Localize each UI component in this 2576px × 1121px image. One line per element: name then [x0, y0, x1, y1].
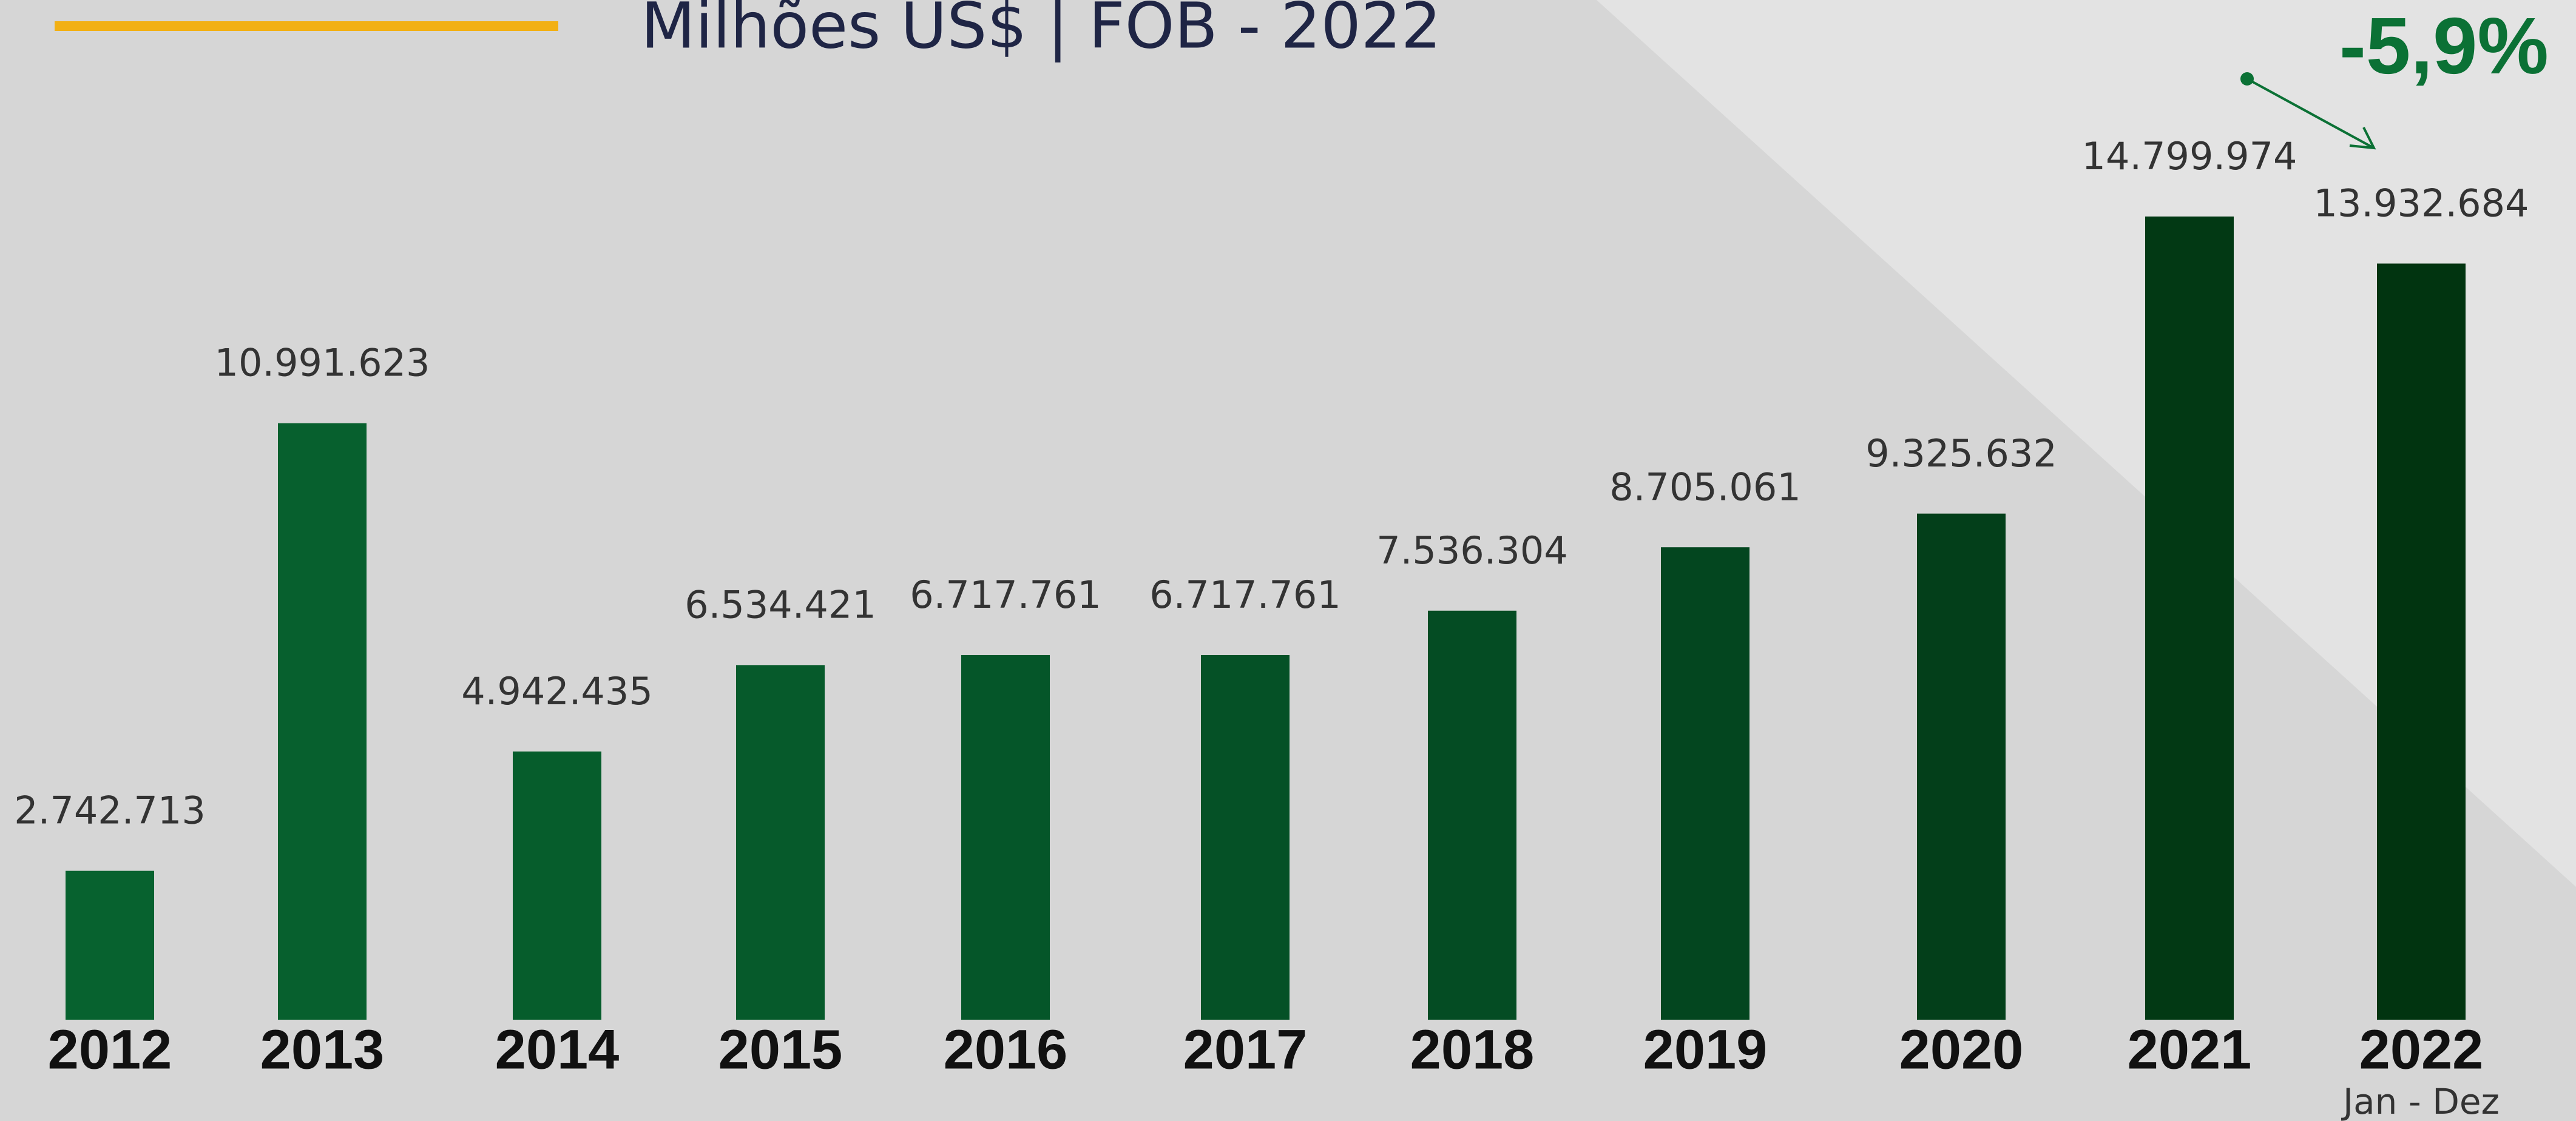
arrow-head — [2349, 127, 2376, 150]
x-tick-label: 2012 — [48, 1018, 172, 1080]
arrow — [2246, 78, 2373, 149]
chart-title: Milhões US$ | FOB - 2022 — [641, 0, 1441, 62]
bar — [2377, 263, 2466, 1020]
bar — [961, 655, 1050, 1020]
bar — [1661, 547, 1749, 1020]
value-label: 6.534.421 — [685, 582, 876, 627]
value-label: 6.717.761 — [1149, 573, 1341, 617]
value-label: 2.742.713 — [14, 789, 206, 833]
bar — [1201, 655, 1290, 1020]
bar — [513, 751, 601, 1020]
annotation: -5,9% — [2339, 1, 2549, 90]
value-label: 6.717.761 — [910, 573, 1101, 617]
x-tick-label: 2019 — [1643, 1018, 1768, 1080]
x-tick-label: 2022 — [2359, 1018, 2484, 1080]
value-label: 10.991.623 — [215, 341, 430, 385]
value-label: 9.325.632 — [1865, 431, 2057, 476]
x-tick-label: 2018 — [1410, 1018, 1535, 1080]
bar — [736, 665, 825, 1020]
value-label: 4.942.435 — [461, 669, 653, 713]
bar — [1917, 513, 2006, 1020]
value-label: 13.932.684 — [2314, 181, 2529, 226]
category-note: Jan - Dez — [2341, 1081, 2500, 1121]
x-tick-label: 2016 — [944, 1018, 1068, 1080]
x-tick-label: 2015 — [718, 1018, 843, 1080]
bar — [278, 423, 367, 1020]
x-tick-label: 2020 — [1899, 1018, 2024, 1080]
value-label: 8.705.061 — [1609, 465, 1801, 509]
x-tick-label: 2021 — [2128, 1018, 2252, 1080]
bar — [1428, 610, 1516, 1020]
value-label: 7.536.304 — [1376, 528, 1568, 573]
x-tick-label: 2014 — [495, 1018, 620, 1080]
bar — [2145, 216, 2234, 1020]
x-tick-label: 2017 — [1183, 1018, 1308, 1080]
x-tick-label: 2013 — [260, 1018, 385, 1080]
background-accent — [1597, 0, 2576, 887]
value-label: 14.799.974 — [2082, 134, 2297, 178]
bar — [66, 870, 154, 1020]
